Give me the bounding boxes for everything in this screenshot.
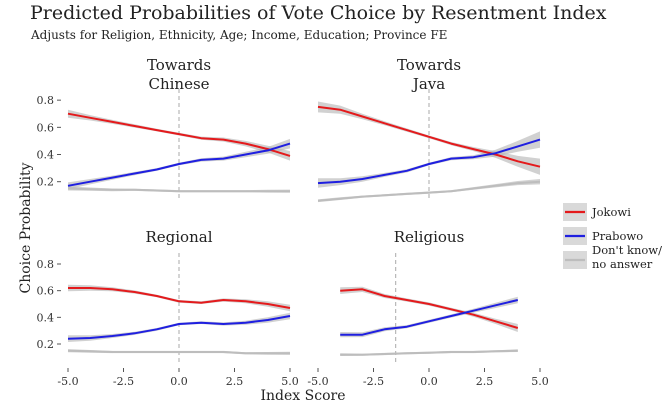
y-tick-label: 0.2 — [37, 338, 55, 351]
x-tick-label: -5.0 — [57, 375, 78, 388]
series-line — [68, 287, 291, 309]
legend-label: Prabowo — [592, 229, 643, 243]
x-tick-label: -5.0 — [307, 375, 328, 388]
series-line — [67, 142, 291, 187]
y-tick-label: 0.6 — [37, 121, 55, 134]
series-line — [67, 349, 290, 355]
panel-title: Java — [411, 75, 445, 93]
panel-title: Regional — [145, 228, 212, 246]
series-line — [317, 138, 541, 185]
chart-subtitle: Adjusts for Religion, Ethnicity, Age; In… — [31, 28, 448, 42]
chart-title: Predicted Probabilities of Vote Choice b… — [30, 2, 607, 24]
x-tick-label: 5.0 — [531, 375, 549, 388]
confidence-band — [340, 286, 518, 332]
x-tick-label: 0.0 — [420, 375, 438, 388]
series-line — [340, 288, 519, 329]
y-tick-label: 0.4 — [37, 311, 55, 324]
series-line — [67, 315, 291, 340]
y-tick-label: 0.8 — [37, 258, 55, 271]
y-tick-label: 0.6 — [37, 285, 55, 298]
y-axis-label: Choice Probability — [18, 162, 34, 293]
x-tick-label: 2.5 — [476, 375, 494, 388]
series-line — [67, 112, 291, 157]
panel-title: Chinese — [148, 75, 209, 93]
series-line — [317, 105, 541, 168]
x-tick-label: 5.0 — [281, 375, 299, 388]
series-line — [67, 187, 290, 193]
panel-title: Towards — [397, 56, 461, 74]
legend-label: Jokowi — [591, 205, 631, 219]
series-line — [340, 349, 518, 356]
x-tick-label: 0.0 — [170, 375, 188, 388]
x-axis-label: Index Score — [261, 388, 346, 404]
panel-title: Towards — [147, 56, 211, 74]
y-tick-label: 0.8 — [37, 94, 55, 107]
x-tick-label: 2.5 — [226, 375, 244, 388]
legend-label: Don't know/ — [592, 243, 662, 257]
series-line — [317, 180, 541, 202]
x-tick-label: -2.5 — [113, 375, 134, 388]
x-tick-label: -2.5 — [363, 375, 384, 388]
y-tick-label: 0.4 — [37, 149, 55, 162]
series-line — [340, 299, 519, 336]
y-tick-label: 0.2 — [37, 176, 55, 189]
legend-label: no answer — [592, 257, 653, 271]
confidence-band — [68, 109, 290, 161]
confidence-band — [340, 296, 518, 338]
panel-title: Religious — [394, 228, 465, 246]
